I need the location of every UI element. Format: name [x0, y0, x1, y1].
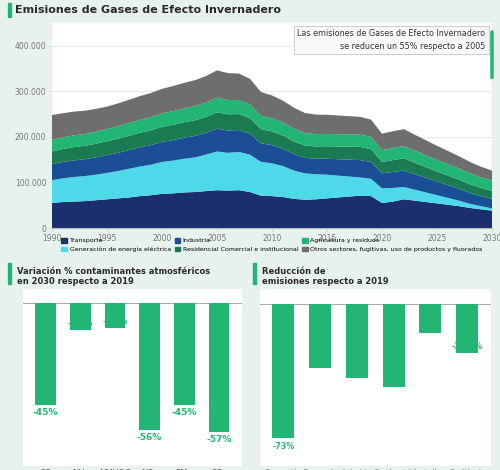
Text: -12%: -12% [68, 319, 93, 328]
Bar [139, 303, 160, 430]
Text: -45%: -45% [382, 376, 404, 385]
Text: -11%: -11% [102, 317, 128, 326]
Text: Reducción de: Reducción de [262, 267, 326, 276]
Text: -40%: -40% [346, 367, 368, 376]
Bar [35, 303, 56, 405]
Bar [8, 263, 12, 284]
Bar [456, 304, 478, 353]
Text: emisiones respecto a 2019: emisiones respecto a 2019 [262, 276, 388, 286]
Text: Emisiones de Gases de Efecto Invernadero: Emisiones de Gases de Efecto Invernadero [15, 5, 281, 15]
Text: -35%: -35% [309, 358, 332, 367]
Text: -26,6%: -26,6% [452, 342, 482, 351]
Bar [252, 263, 256, 284]
Bar [309, 304, 331, 368]
Text: Variación % contaminantes atmosféricos: Variación % contaminantes atmosféricos [17, 267, 210, 276]
Bar [8, 3, 12, 17]
Bar [174, 303, 195, 405]
Bar [70, 303, 90, 330]
Text: Las emisiones de Gases de Efecto Invernadero
se reducen un 55% respecto a 2005: Las emisiones de Gases de Efecto Inverna… [298, 29, 486, 51]
Bar [272, 304, 294, 439]
Text: -45%: -45% [172, 408, 197, 417]
Bar [208, 303, 230, 432]
Legend: Transporte, Generación de energía eléctrica, Industria, Residencial Comercial e : Transporte, Generación de energía eléctr… [62, 238, 482, 252]
Bar [104, 303, 126, 328]
Text: en 2030 respecto a 2019: en 2030 respecto a 2019 [17, 276, 134, 286]
Text: -73%: -73% [272, 442, 294, 451]
Text: -56%: -56% [137, 433, 162, 442]
Text: -45%: -45% [33, 408, 58, 417]
Bar [346, 304, 368, 377]
Bar [420, 304, 442, 333]
Bar [382, 304, 404, 387]
Text: -16%: -16% [419, 323, 442, 332]
Text: -57%: -57% [206, 435, 232, 444]
